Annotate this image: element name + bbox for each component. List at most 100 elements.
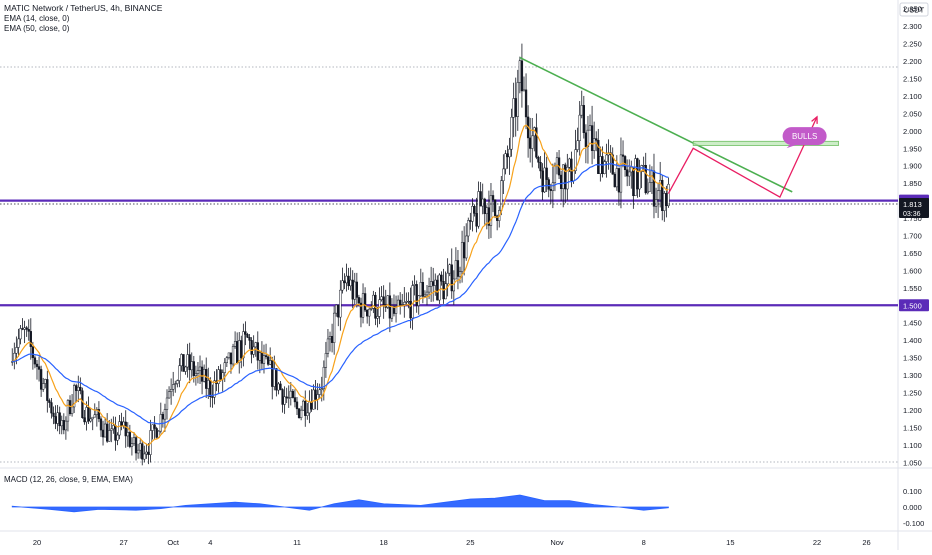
candle-body [27,329,30,332]
candle-body [33,357,37,365]
candle-body [456,260,460,277]
candle-body [481,198,484,207]
candle-body [605,154,608,162]
candle-body [182,354,185,372]
y-tick-label: 1.150 [903,423,922,432]
candle-body [359,302,363,318]
candle-body [248,337,251,341]
candle-body [357,297,361,304]
candle-body [394,305,398,314]
candle-body [141,443,144,460]
candle-body [634,158,637,197]
candle-body [335,304,338,314]
candle-body [332,312,336,343]
candle-body [349,279,352,287]
candle-body [147,451,150,455]
candle-body [590,125,594,151]
candle-body [223,362,226,373]
candle-body [217,369,220,384]
candle-body [155,428,158,438]
currency-label: USDT [904,6,925,15]
candle-body [56,412,59,424]
candle-body [103,423,107,438]
candle-body [151,424,154,431]
candle-body [502,168,505,181]
candle-body [314,389,317,400]
x-tick-label: 26 [862,538,870,547]
ema50-legend: EMA (50, close, 0) [4,24,70,33]
candle-body [172,384,175,390]
candle-body [324,353,328,368]
candle-body [446,272,449,285]
candle-body [70,406,74,415]
candle-body [277,383,280,391]
last-price-badge [899,198,929,218]
candle-body [603,161,606,174]
candle-body [211,396,214,398]
candle-body [343,280,346,284]
candle-body [419,282,422,297]
candle-body [347,275,350,287]
candle-body [462,242,466,259]
candle-body [368,308,371,317]
candle-body [448,264,451,274]
y-tick-label: 1.200 [903,406,922,415]
candle-body [219,369,222,380]
candle-body [539,162,542,172]
candle-body [225,357,228,363]
macd-area [11,494,669,513]
candle-body [506,153,509,158]
y-tick-label: 1.550 [903,284,922,293]
candle-body [640,165,643,172]
candle-body [79,386,82,392]
candle-body [283,396,286,405]
x-tick-label: 11 [293,538,301,547]
y-tick-label: 2.000 [903,127,922,136]
candle-body [632,167,635,197]
y-tick-label: 2.250 [903,40,922,49]
candle-body [281,389,284,405]
x-tick-label: 27 [119,538,127,547]
candle-body [304,400,307,416]
y-tick-label: 2.050 [903,109,922,118]
y-tick-label: 1.950 [903,144,922,153]
candle-body [180,354,183,367]
candle-body [576,140,579,150]
support-price-badge [899,299,929,312]
candle-body [667,183,670,207]
countdown-label: 03:36 [903,211,921,218]
candle-body [19,328,22,340]
candle-body [595,138,598,141]
candle-body [626,169,629,177]
candle-body [176,380,179,384]
candle-body [469,220,472,222]
candle-body [621,154,625,157]
candle-body [460,242,464,272]
candle-body [83,417,86,423]
candle-body [648,182,652,192]
candle-body [429,281,433,287]
candle-body [363,293,367,311]
candle-body [29,331,32,347]
y-tick-label: 2.150 [903,75,922,84]
y-tick-label: 2.300 [903,22,922,31]
candle-body [450,264,453,292]
candle-body [169,389,173,392]
candle-body [562,164,565,189]
candle-body [99,418,103,431]
candle-body [663,193,666,211]
candle-body [46,379,49,401]
candle-body [192,361,195,376]
candle-body [553,165,557,184]
candle-body [54,416,57,424]
candle-body [372,294,375,309]
candle-body [238,340,241,364]
target-zone [692,140,839,146]
candle-body [289,390,292,398]
candle-body [240,340,243,359]
candle-body [266,356,270,365]
y-tick-label: 1.100 [903,441,922,450]
candle-body [545,167,548,180]
candle-body [407,300,410,303]
candle-body [275,368,278,391]
